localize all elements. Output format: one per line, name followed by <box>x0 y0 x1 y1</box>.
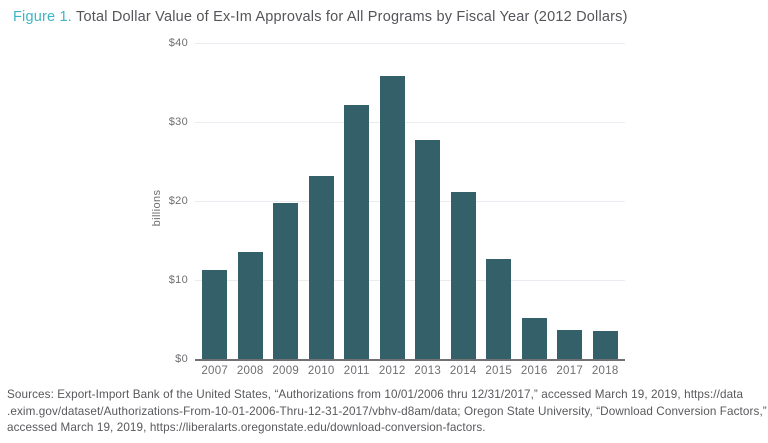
bar-cell <box>339 43 375 359</box>
bars-row <box>195 43 625 359</box>
figure-label: Figure 1. <box>13 9 73 25</box>
x-tick-label: 2010 <box>307 365 335 377</box>
source-line: .exim.gov/dataset/Authorizations-From-10… <box>7 404 767 418</box>
y-tick-label: $40 <box>168 37 188 49</box>
y-tick-label: $10 <box>168 274 188 286</box>
bar-2011 <box>344 105 370 359</box>
bar-cell <box>375 43 411 359</box>
x-tick-label: 2014 <box>449 365 477 377</box>
bar-cell <box>304 43 340 359</box>
bar-2014 <box>450 192 476 359</box>
x-tick-label: 2013 <box>414 365 442 377</box>
source-line: accessed March 19, 2019, https://liberal… <box>7 421 486 434</box>
x-tick-label: 2016 <box>520 365 548 377</box>
bar-2009 <box>273 203 299 359</box>
bar-cell <box>517 43 553 359</box>
bar-2008 <box>237 252 263 359</box>
bar-2007 <box>202 269 228 359</box>
y-axis-label: billions <box>151 189 163 227</box>
y-tick-label: $30 <box>168 116 188 128</box>
y-tick-label: $0 <box>175 353 188 365</box>
gridline <box>195 43 625 44</box>
bar-cell <box>588 43 624 359</box>
figure-title-text: Total Dollar Value of Ex-Im Approvals fo… <box>72 9 628 25</box>
x-tick-label: 2012 <box>378 365 406 377</box>
bar-cell <box>410 43 446 359</box>
x-axis: 2007 2008 2009 2010 2011 2012 2013 2014 2015 2016… <box>195 365 625 377</box>
x-tick-label: 2008 <box>236 365 264 377</box>
bar-cell <box>233 43 269 359</box>
bar-2012 <box>379 76 405 359</box>
source-note: Sources: Export-Import Bank of the Unite… <box>7 387 767 437</box>
bar-2013 <box>415 140 441 359</box>
bar-2010 <box>308 175 334 359</box>
gridline <box>195 122 625 123</box>
bar-2018 <box>592 330 618 359</box>
bar-2017 <box>557 329 583 359</box>
bar-2016 <box>521 317 547 359</box>
bar-cell <box>552 43 588 359</box>
x-tick-label: 2009 <box>272 365 300 377</box>
x-tick-label: 2015 <box>485 365 513 377</box>
y-tick-label: $20 <box>168 195 188 207</box>
gridline <box>195 201 625 202</box>
x-tick-label: 2007 <box>201 365 229 377</box>
bar-cell <box>268 43 304 359</box>
y-axis: $40 $30 $20 $10 $0 <box>140 37 188 365</box>
gridline <box>195 280 625 281</box>
plot-area <box>195 43 625 361</box>
source-line: Sources: Export-Import Bank of the Unite… <box>7 388 744 401</box>
bar-2015 <box>486 258 512 359</box>
figure-title: Figure 1. Total Dollar Value of Ex-Im Ap… <box>13 9 628 25</box>
x-tick-label: 2018 <box>591 365 619 377</box>
x-tick-label: 2011 <box>343 365 370 377</box>
bar-cell <box>446 43 482 359</box>
bar-cell <box>481 43 517 359</box>
x-tick-label: 2017 <box>556 365 584 377</box>
bar-cell <box>197 43 233 359</box>
